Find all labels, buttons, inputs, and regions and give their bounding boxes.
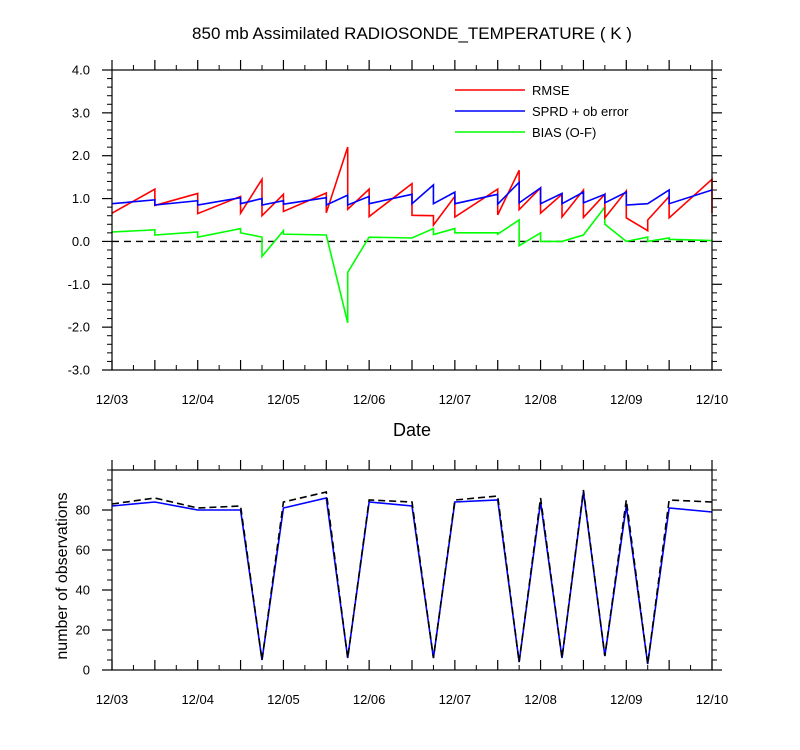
top-y-tick-labels: -3.0 -2.0 -1.0 0.0 1.0 2.0 3.0 4.0 xyxy=(68,63,90,378)
x-tick-label-12-08: 12/08 xyxy=(524,692,557,707)
bottom-x-tick-labels: 12/03 12/04 12/05 12/06 12/07 12/08 12/09 12/10 xyxy=(96,692,729,707)
y-tick-label-60: 60 xyxy=(76,543,90,558)
bottom-y-axis-title: number of observations xyxy=(54,492,71,659)
legend: RMSE SPRD + ob error BIAS (O-F) xyxy=(455,83,629,140)
x-tick-label-12-04: 12/04 xyxy=(181,692,214,707)
legend-label-bias: BIAS (O-F) xyxy=(532,125,596,140)
series-line-possible xyxy=(111,489,713,665)
series-line-rmse xyxy=(111,146,713,233)
chart-bottom: 12/03 12/04 12/05 12/06 12/07 12/08 12/09 12/10… xyxy=(54,460,728,707)
top-plot-frame xyxy=(111,69,713,371)
y-tick-label-0: 0 xyxy=(83,663,90,678)
x-tick-label-12-03: 12/03 xyxy=(96,692,129,707)
top-ticks xyxy=(102,60,722,371)
series-line-assimilated xyxy=(111,491,713,665)
x-tick-label-12-10: 12/10 xyxy=(696,392,729,407)
x-tick-label-12-10: 12/10 xyxy=(696,692,729,707)
x-tick-label-12-03: 12/03 xyxy=(96,392,129,407)
x-tick-label-12-04: 12/04 xyxy=(181,392,214,407)
series-line-sprd-ob-error xyxy=(111,180,713,207)
legend-label-sprd: SPRD + ob error xyxy=(532,104,629,119)
y-tick-label-2-0: 2.0 xyxy=(72,148,90,163)
x-axis-title: Date xyxy=(393,420,431,440)
x-tick-label-12-06: 12/06 xyxy=(353,392,386,407)
legend-item-bias: BIAS (O-F) xyxy=(455,125,596,140)
legend-item-sprd: SPRD + ob error xyxy=(455,104,629,119)
y-tick-label-2-0: -2.0 xyxy=(68,320,90,335)
top-series xyxy=(111,146,713,324)
top-x-tick-labels: 12/03 12/04 12/05 12/06 12/07 12/08 12/09 12/10 xyxy=(96,392,729,407)
y-tick-label-40: 40 xyxy=(76,583,90,598)
x-tick-label-12-09: 12/09 xyxy=(610,692,643,707)
x-tick-label-12-05: 12/05 xyxy=(267,392,300,407)
x-tick-label-12-06: 12/06 xyxy=(353,692,386,707)
y-tick-label-80: 80 xyxy=(76,503,90,518)
x-tick-label-12-08: 12/08 xyxy=(524,392,557,407)
bottom-series xyxy=(111,489,713,665)
bottom-plot-frame xyxy=(111,469,713,671)
x-tick-label-12-09: 12/09 xyxy=(610,392,643,407)
legend-item-rmse: RMSE xyxy=(455,83,570,98)
y-tick-label-20: 20 xyxy=(76,623,90,638)
legend-label-rmse: RMSE xyxy=(532,83,570,98)
chart-top: 12/03 12/04 12/05 12/06 12/07 12/08 12/09 12/10… xyxy=(68,60,729,440)
y-tick-label-0-0: 0.0 xyxy=(72,234,90,249)
bottom-ticks xyxy=(102,460,722,671)
bottom-y-tick-labels: 0 20 40 60 80 xyxy=(76,503,90,678)
y-tick-label-3-0: 3.0 xyxy=(72,105,90,120)
y-tick-label-1-0: -1.0 xyxy=(68,277,90,292)
x-tick-label-12-07: 12/07 xyxy=(439,392,472,407)
y-tick-label-4-0: 4.0 xyxy=(72,63,90,78)
y-tick-label-1-0: 1.0 xyxy=(72,191,90,206)
y-tick-label-3-0: -3.0 xyxy=(68,363,90,378)
series-line-bias-o-f xyxy=(111,204,713,324)
x-tick-label-12-05: 12/05 xyxy=(267,692,300,707)
chart-title: 850 mb Assimilated RADIOSONDE_TEMPERATUR… xyxy=(192,24,632,43)
x-tick-label-12-07: 12/07 xyxy=(439,692,472,707)
